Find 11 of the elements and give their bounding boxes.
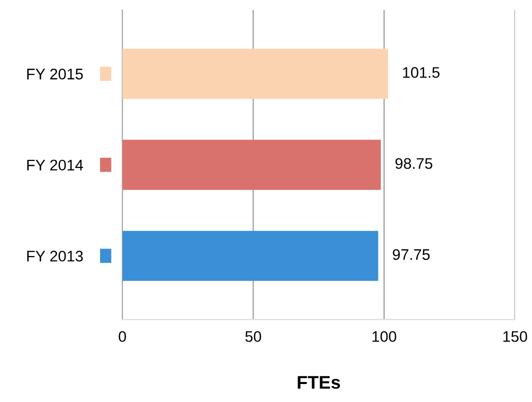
x-tick-label: 150 [503,331,528,342]
x-tick-label: 100 [372,331,396,342]
y-tick-label: FY 2015 [27,68,83,80]
y-tick-label: FY 2014 [27,160,84,171]
x-tick-label: 50 [245,331,262,342]
data-label: 101.5 [403,67,440,78]
x-axis-title: FTEs [298,376,340,389]
y-tick-label: FY 2013 [27,250,83,262]
data-label: 97.75 [392,249,430,260]
x-tick-label: 0 [118,331,126,342]
data-label: 98.75 [395,158,432,169]
